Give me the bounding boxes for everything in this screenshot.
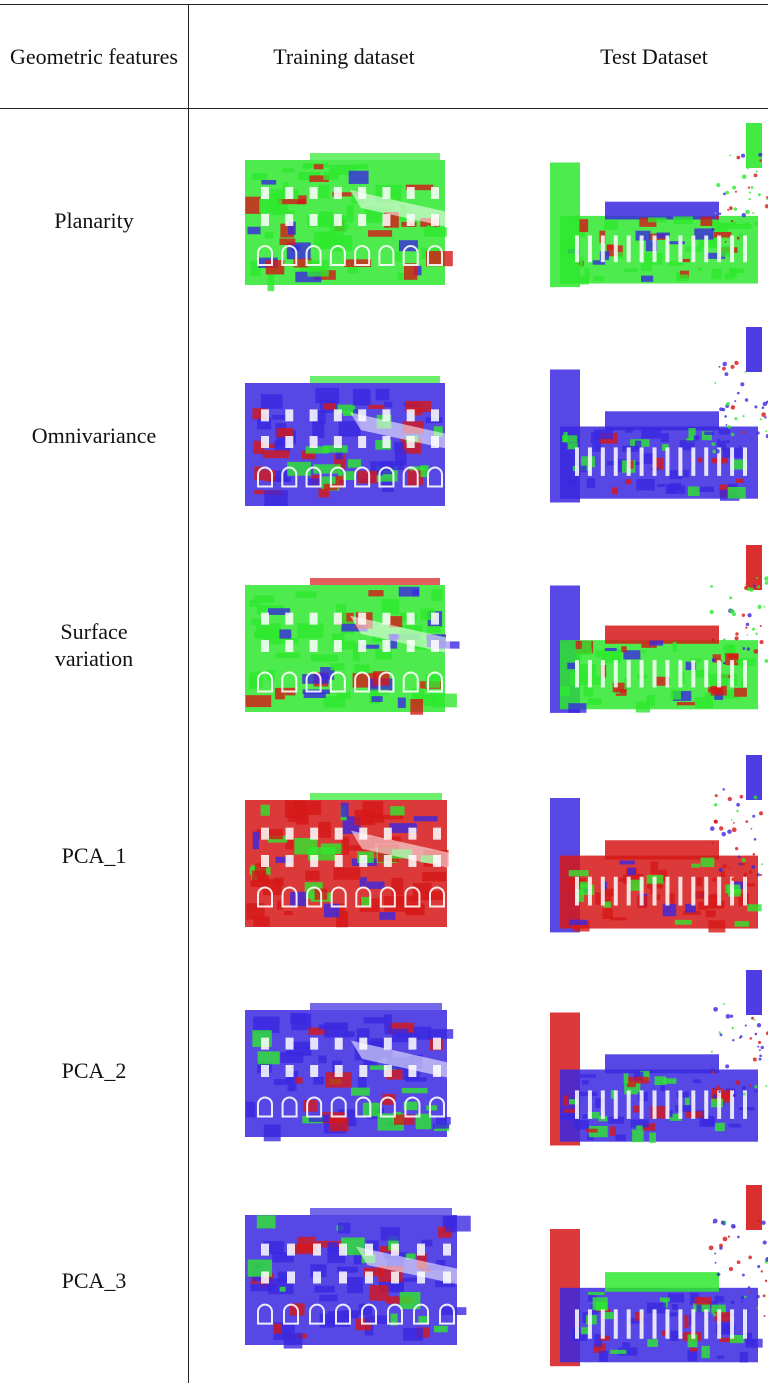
table-column-rule <box>188 4 189 1383</box>
test-pointcloud-pca1 <box>540 750 768 942</box>
row-label-pca1: PCA_1 <box>61 842 127 868</box>
training-pointcloud-pca1 <box>240 785 462 937</box>
row-label-omnivariance: Omnivariance <box>31 422 157 448</box>
header-training-dataset: Training dataset <box>273 43 415 69</box>
table-top-rule <box>0 4 768 5</box>
training-pointcloud-surface-variation <box>240 570 460 722</box>
training-pointcloud-pca3 <box>240 1200 472 1355</box>
row-label-pca3: PCA_3 <box>61 1267 127 1293</box>
row-label-pca2: PCA_2 <box>61 1057 127 1083</box>
test-pointcloud-planarity <box>540 118 768 296</box>
row-label-surface-variation: Surface variation <box>54 619 134 671</box>
header-test-dataset: Test Dataset <box>600 43 708 69</box>
training-pointcloud-omnivariance <box>240 368 460 516</box>
test-pointcloud-pca3 <box>540 1180 768 1376</box>
table-header-rule <box>0 108 768 109</box>
test-pointcloud-omnivariance <box>540 322 768 512</box>
row-label-planarity: Planarity <box>54 207 134 233</box>
header-geometric-features: Geometric features <box>10 43 178 69</box>
test-pointcloud-pca2 <box>540 965 768 1155</box>
test-pointcloud-surface-variation <box>540 540 768 722</box>
training-pointcloud-planarity <box>240 145 460 295</box>
training-pointcloud-pca2 <box>240 995 462 1147</box>
